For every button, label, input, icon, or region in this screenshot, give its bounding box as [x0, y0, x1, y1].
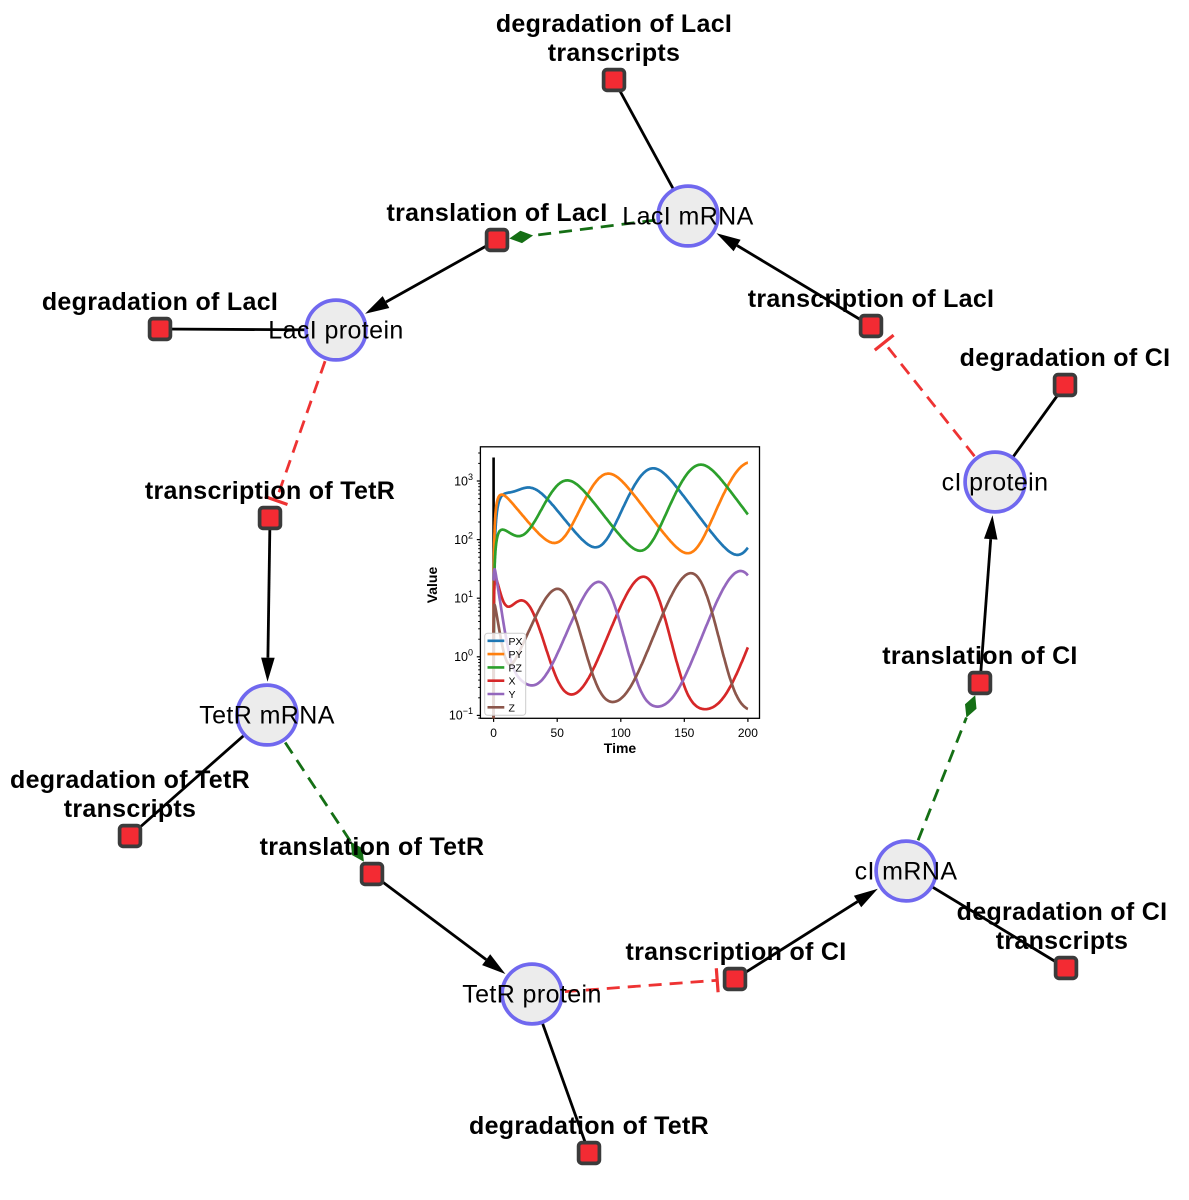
- svg-text:translation of LacI: translation of LacI: [386, 199, 607, 227]
- svg-text:degradation of LacI: degradation of LacI: [42, 288, 278, 316]
- svg-text:transcription of TetR: transcription of TetR: [145, 477, 395, 505]
- svg-text:transcription of CI: transcription of CI: [626, 938, 847, 966]
- svg-text:100: 100: [611, 726, 631, 740]
- svg-text:LacI protein: LacI protein: [268, 316, 403, 344]
- svg-text:transcription of LacI: transcription of LacI: [748, 285, 995, 313]
- svg-text:degradation of CI: degradation of CI: [960, 344, 1171, 372]
- svg-text:translation of CI: translation of CI: [882, 642, 1077, 670]
- svg-text:cI protein: cI protein: [942, 468, 1049, 496]
- svg-text:200: 200: [738, 726, 758, 740]
- svg-text:cI mRNA: cI mRNA: [855, 857, 958, 885]
- svg-text:degradation of TetR: degradation of TetR: [469, 1112, 709, 1140]
- svg-text:0: 0: [490, 726, 497, 740]
- svg-text:Value: Value: [424, 567, 440, 604]
- svg-text:degradation of CI: degradation of CI: [957, 898, 1168, 926]
- svg-text:LacI mRNA: LacI mRNA: [622, 202, 753, 230]
- svg-text:PX: PX: [509, 636, 523, 648]
- svg-text:150: 150: [674, 726, 694, 740]
- svg-text:transcripts: transcripts: [548, 39, 681, 67]
- svg-text:TetR mRNA: TetR mRNA: [199, 701, 335, 729]
- svg-text:translation of TetR: translation of TetR: [260, 833, 485, 861]
- svg-text:transcripts: transcripts: [996, 927, 1129, 955]
- svg-text:Z: Z: [509, 702, 516, 714]
- svg-text:degradation of LacI: degradation of LacI: [496, 10, 732, 38]
- svg-text:PZ: PZ: [509, 662, 523, 674]
- svg-text:transcripts: transcripts: [64, 795, 197, 823]
- svg-text:PY: PY: [509, 649, 523, 661]
- svg-text:Time: Time: [604, 740, 637, 756]
- svg-text:50: 50: [551, 726, 565, 740]
- svg-text:TetR protein: TetR protein: [462, 980, 602, 1008]
- svg-text:X: X: [509, 676, 516, 688]
- svg-text:Y: Y: [509, 689, 516, 701]
- svg-text:degradation of TetR: degradation of TetR: [10, 766, 250, 794]
